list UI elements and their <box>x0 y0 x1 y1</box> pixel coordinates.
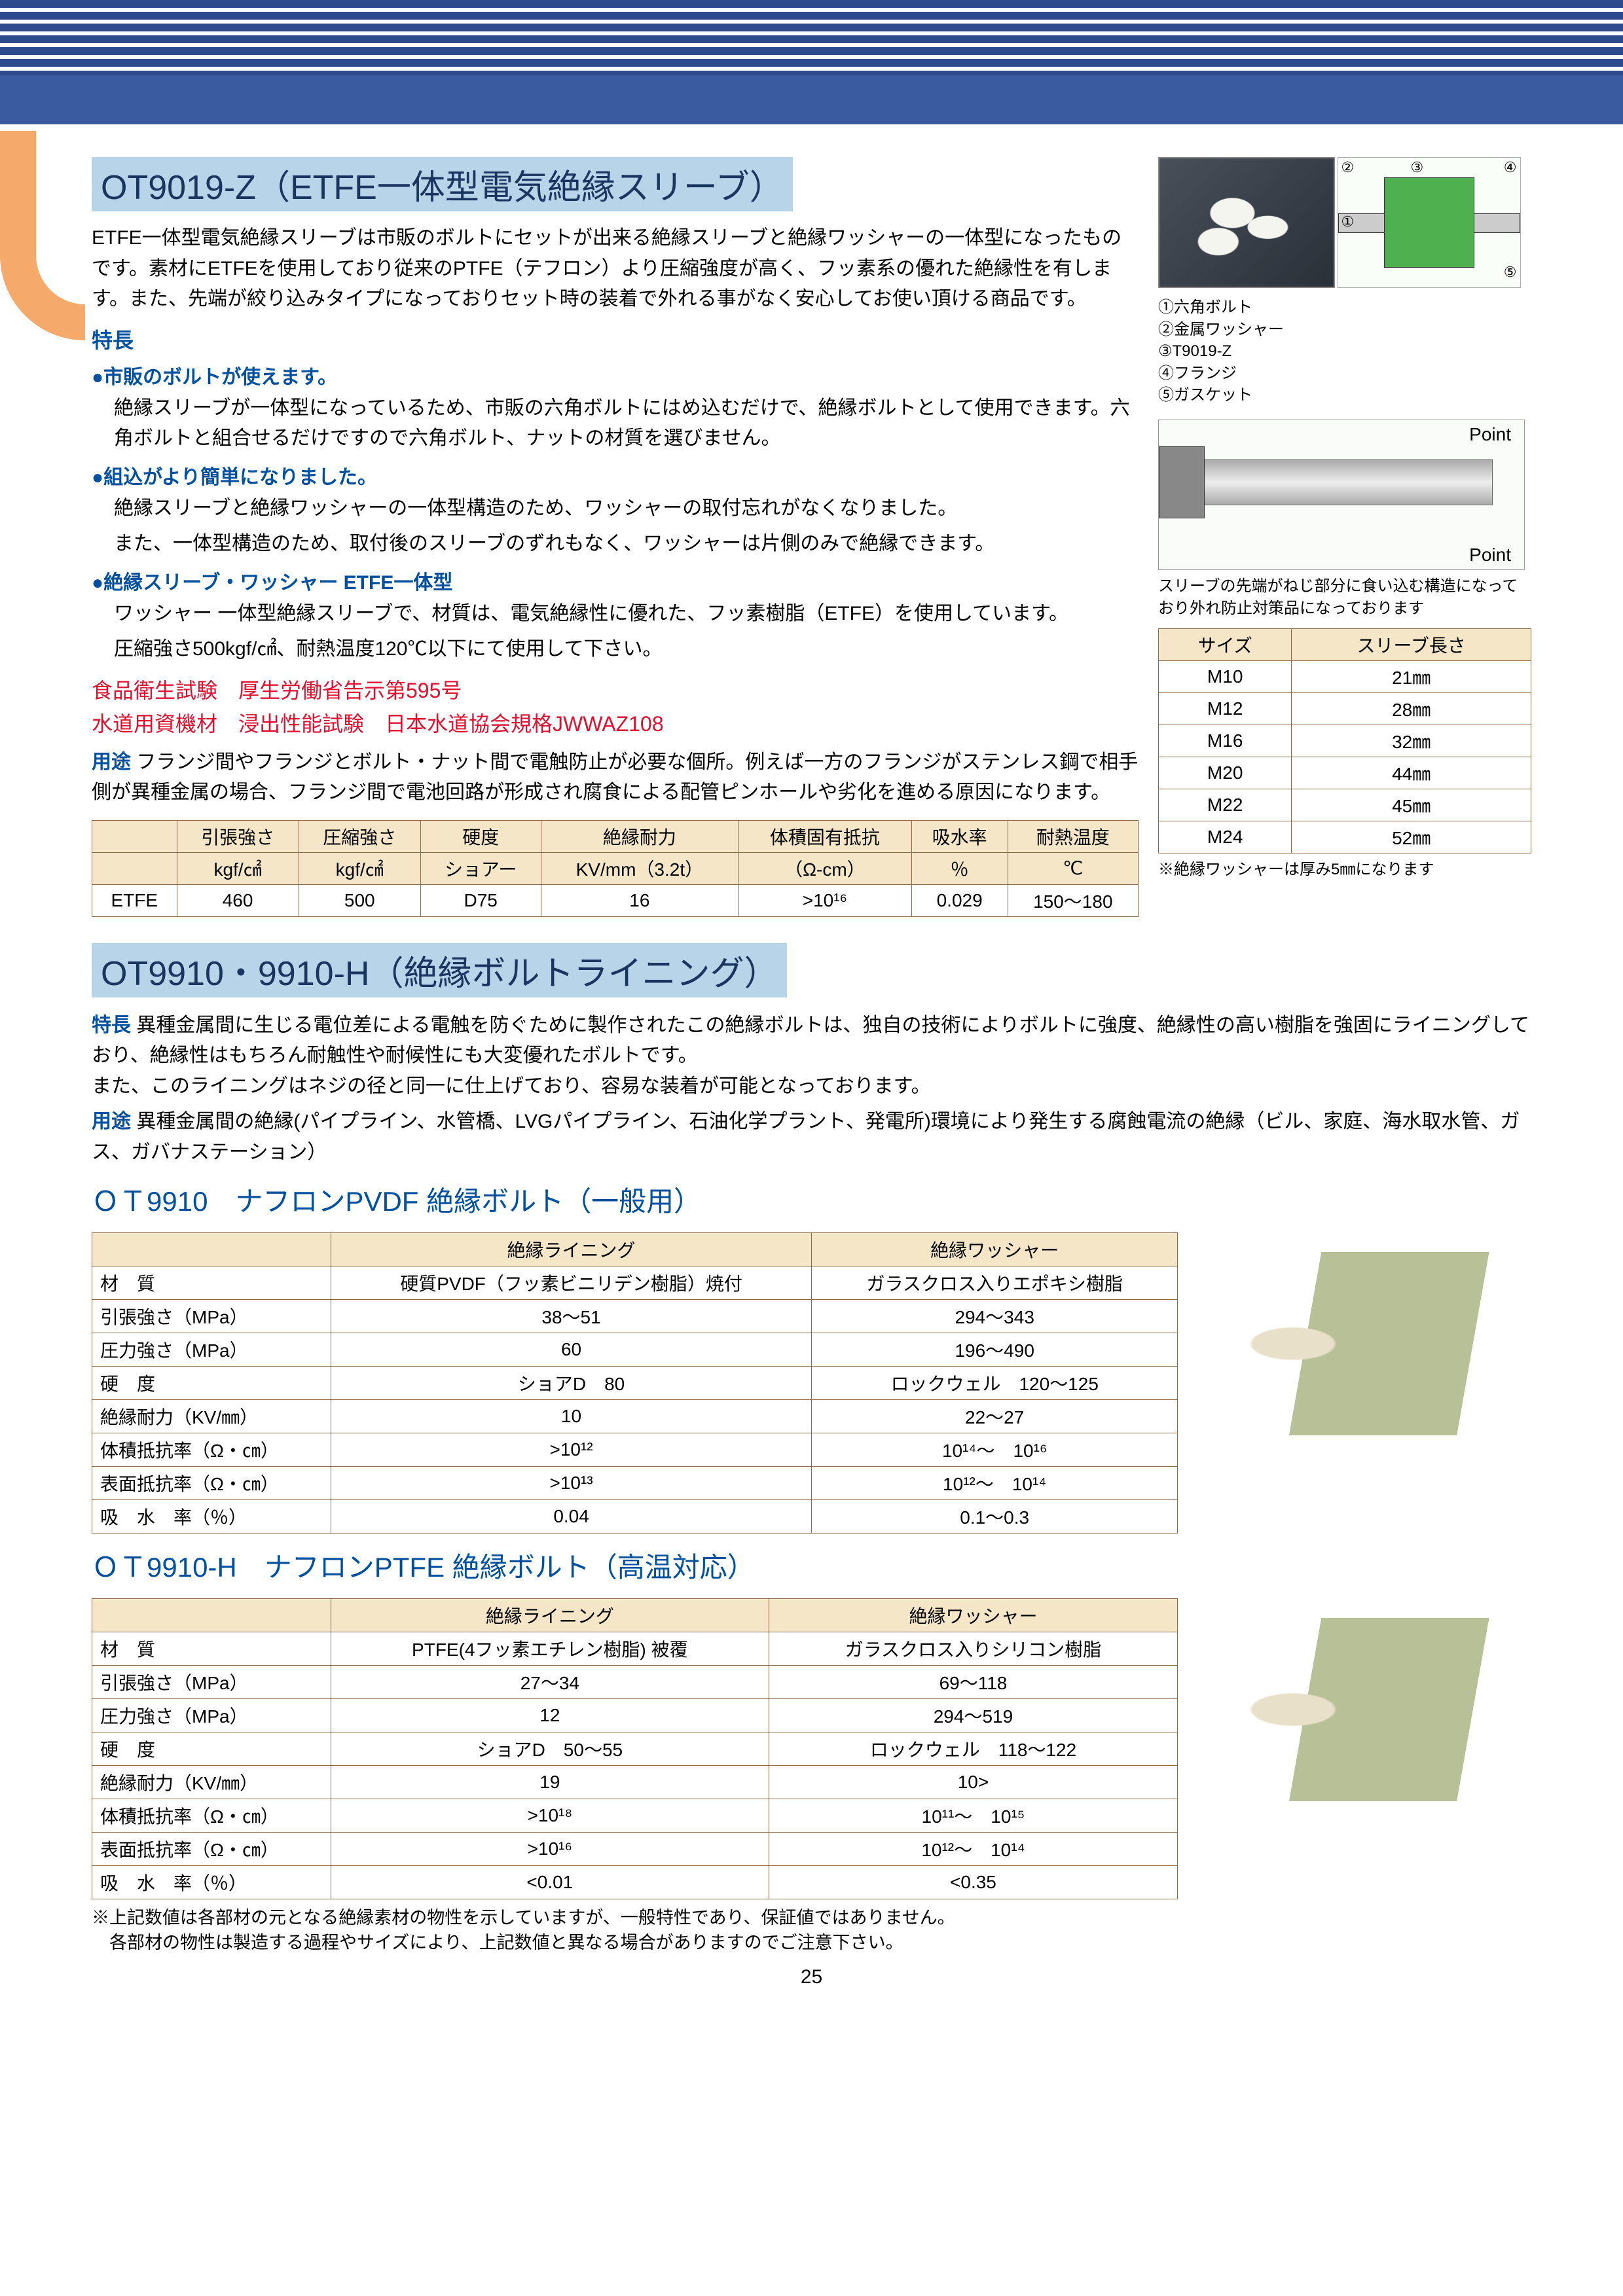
diagram-callout-5: ⑤ <box>1504 264 1517 281</box>
ot9910h-table: 絶縁ライニング絶縁ワッシャー 材 質PTFE(4フッ素エチレン樹脂) 被覆ガラス… <box>92 1598 1178 1899</box>
diagram-legend: ①六角ボルト ②金属ワッシャー ③T9019-Z ④フランジ ⑤ガスケット <box>1158 296 1531 406</box>
bullet-1-title: 市販のボルトが使えます。 <box>92 361 1139 389</box>
header-stripes <box>0 0 1623 124</box>
features-heading: 特長 <box>92 324 1139 354</box>
page-number: 25 <box>92 1966 1531 1988</box>
section2-title: OT9910・9910-H（絶縁ボルトライニング） <box>92 943 787 997</box>
point-label-bottom: Point <box>1469 545 1511 565</box>
bullet-2-title: 組込がより簡単になりました。 <box>92 461 1139 490</box>
ot9910-table: 絶縁ライニング絶縁ワッシャー 材 質硬質PVDF（フッ素ビニリデン樹脂）焼付ガラ… <box>92 1232 1178 1534</box>
diagram-callout-3: ③ <box>1410 159 1423 176</box>
footnote: ※上記数値は各部材の元となる絶縁素材の物性を示していますが、一般特性であり、保証… <box>92 1906 1531 1956</box>
assembly-diagram: ② ③ ④ ① ⑤ <box>1338 157 1521 288</box>
product-photo-3 <box>1191 1618 1531 1801</box>
usage-label-2: 用途 <box>92 1111 131 1132</box>
point-label-top: Point <box>1469 424 1511 445</box>
size-table: サイズスリーブ長さ M1021㎜M1228㎜M1632㎜M2044㎜M2245㎜… <box>1158 628 1531 853</box>
bullet-3-text-1: ワッシャー 一体型絶縁スリーブで、材質は、電気絶縁性に優れた、フッ素樹脂（ETF… <box>92 599 1139 630</box>
diagram-callout-4: ④ <box>1504 159 1517 176</box>
usage-text-2: 異種金属間の絶縁(パイプライン、水管橋、LVGパイプライン、石油化学プラント、発… <box>92 1111 1520 1163</box>
point-note: スリーブの先端がねじ部分に食い込む構造になっており外れ防止対策品になっております <box>1158 575 1531 619</box>
features-label-2: 特長 <box>92 1014 131 1036</box>
diagram-callout-2: ② <box>1341 159 1354 176</box>
etfe-spec-table: 引張強さ圧縮強さ硬度絶縁耐力体積固有抵抗吸水率耐熱温度 kgf/㎠kgf/㎠ショ… <box>92 820 1139 917</box>
point-diagram: Point Point <box>1158 420 1525 570</box>
bullet-3-text-2: 圧縮強さ500kgf/㎠、耐熱温度120℃以下にて使用して下さい。 <box>92 634 1139 665</box>
ot9910h-title: ＯＴ9910-H ナフロンPTFE 絶縁ボルト（高温対応） <box>92 1545 1531 1585</box>
red-cert-2: 水道用資機材 浸出性能試験 日本水道協会規格JWWAZ108 <box>92 708 1139 741</box>
bullet-1-text: 絶縁スリーブが一体型になっているため、市販の六角ボルトにはめ込むだけで、絶縁ボル… <box>92 393 1139 454</box>
bullet-3-title: 絶縁スリーブ・ワッシャー ETFE一体型 <box>92 566 1139 595</box>
red-cert-1: 食品衛生試験 厚生労働省告示第595号 <box>92 674 1139 708</box>
features-text-2: 異種金属間に生じる電位差による電触を防ぐために製作されたこの絶縁ボルトは、独自の… <box>92 1014 1529 1097</box>
bullet-2-text-1: 絶縁スリーブと絶縁ワッシャーの一体型構造のため、ワッシャーの取付忘れがなくなりま… <box>92 493 1139 524</box>
ot9910-title: ＯＴ9910 ナフロンPVDF 絶縁ボルト（一般用） <box>92 1179 1531 1219</box>
section1-title: OT9019-Z（ETFE一体型電気絶縁スリーブ） <box>92 157 793 211</box>
section1-intro: ETFE一体型電気絶縁スリーブは市販のボルトにセットが出来る絶縁スリーブと絶縁ワ… <box>92 223 1139 315</box>
product-photo-1 <box>1158 157 1335 288</box>
bullet-2-text-2: また、一体型構造のため、取付後のスリーブのずれもなく、ワッシャーは片側のみで絶縁… <box>92 529 1139 560</box>
usage-text: フランジ間やフランジとボルト・ナット間で電触防止が必要な個所。例えば一方のフラン… <box>92 751 1138 804</box>
product-photo-2 <box>1191 1252 1531 1435</box>
size-note: ※絶縁ワッシャーは厚み5㎜になります <box>1158 859 1531 881</box>
usage-label: 用途 <box>92 751 131 773</box>
diagram-callout-1: ① <box>1341 213 1354 230</box>
